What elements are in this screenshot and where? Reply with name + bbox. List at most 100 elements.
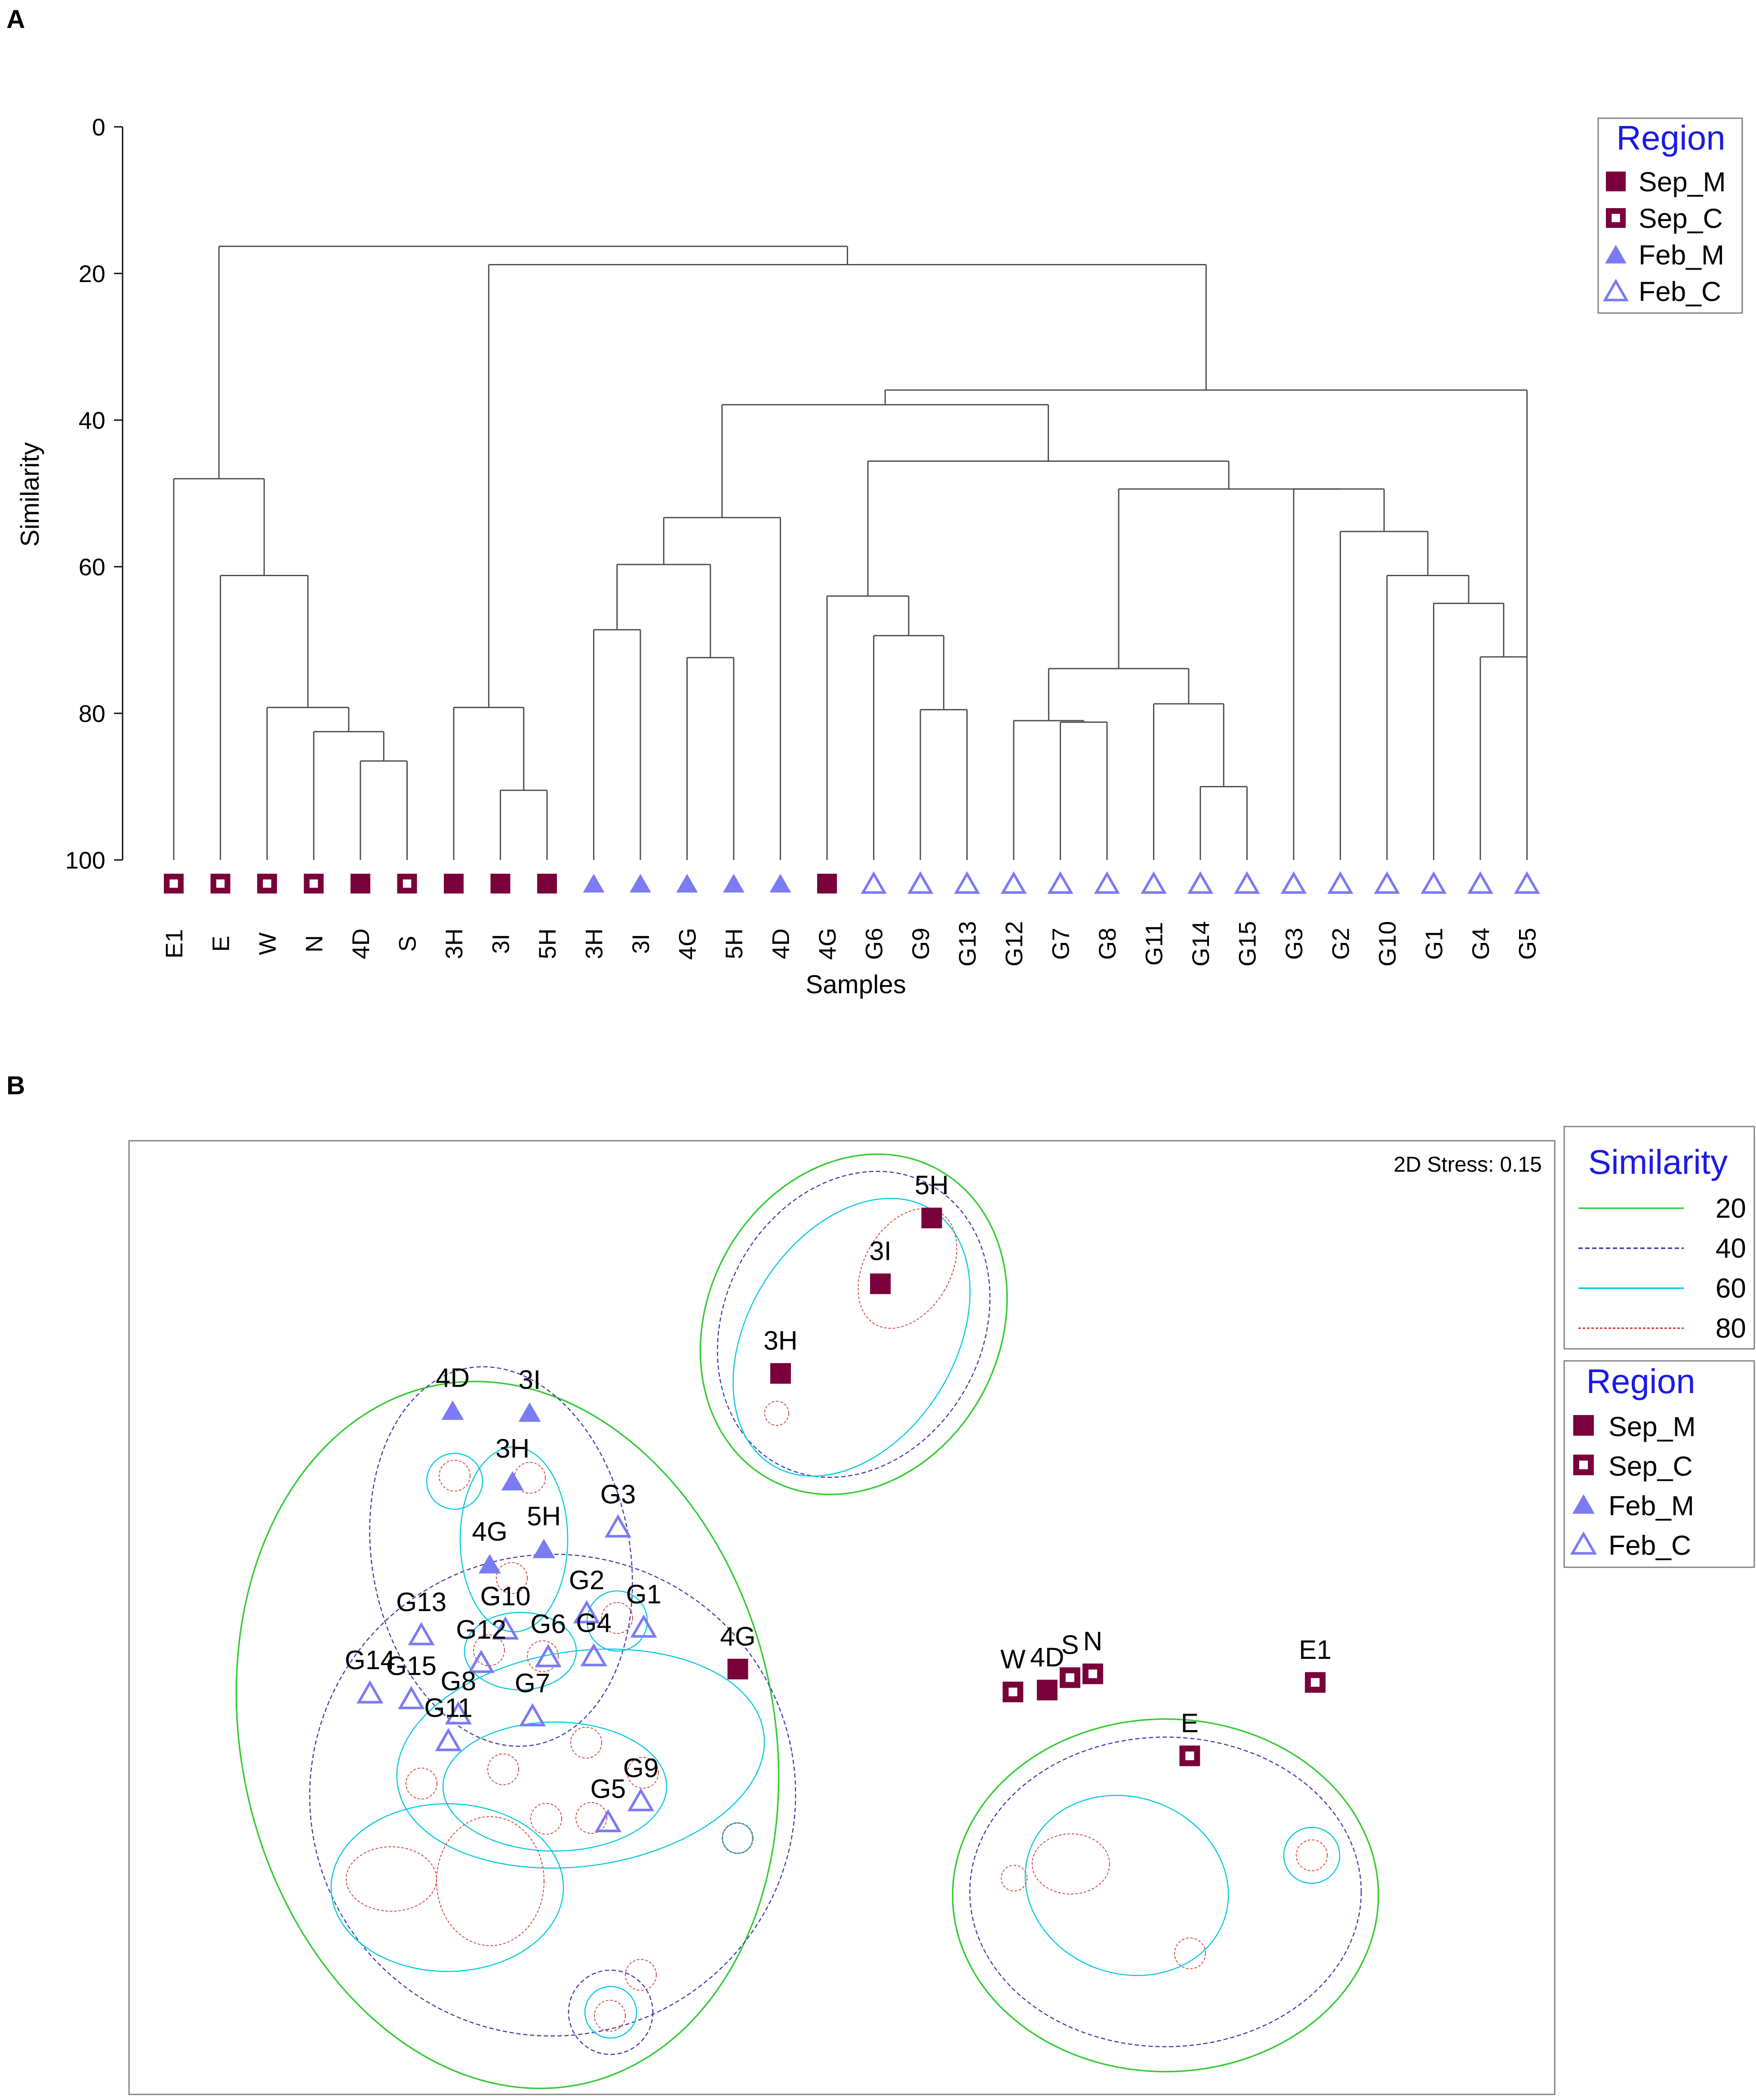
point-marker-sep-c — [1082, 1663, 1103, 1684]
point-label: G6 — [530, 1609, 566, 1639]
leaf-marker-feb-c — [1047, 871, 1073, 894]
leaf-marker-sep-c — [210, 874, 231, 893]
contour-80-w — [1001, 1865, 1027, 1891]
dendrogram-branch — [266, 706, 350, 860]
point-marker-sep-m — [770, 1363, 791, 1384]
point-marker-sep-c-inner — [1009, 1687, 1018, 1697]
point-marker-sep-c-inner — [1311, 1678, 1320, 1687]
sample-label: G9 — [907, 928, 934, 960]
contour-80-w4d-sn — [1032, 1833, 1110, 1894]
sample-label: G2 — [1327, 928, 1354, 960]
dendrogram-branch — [1386, 574, 1470, 860]
point-label: S — [1061, 1630, 1079, 1660]
sample-label: G10 — [1374, 921, 1401, 967]
point-label: G4 — [576, 1609, 612, 1638]
legend-marker-feb-c — [1570, 1531, 1597, 1555]
sample-label: 3I — [487, 934, 514, 954]
point-marker-sep-m — [727, 1658, 748, 1679]
sample-label: G4 — [1467, 928, 1494, 960]
point-label: G10 — [480, 1582, 531, 1612]
legend-similarity: Similarity 20 40 60 80 — [1563, 1126, 1755, 1350]
legend-marker-feb-m — [1605, 245, 1627, 264]
legend-marker-feb-c — [1602, 279, 1629, 301]
contour-80-4g-feb — [473, 1634, 505, 1666]
leaf-marker-sep-c — [397, 874, 417, 893]
leaf-marker-sep-m — [444, 874, 464, 893]
point-marker-feb-c — [408, 1622, 435, 1646]
sample-label: G12 — [1000, 921, 1027, 967]
point-label: G13 — [396, 1587, 446, 1617]
point-label: G12 — [456, 1615, 506, 1645]
leaf-marker-sep-c-inner — [309, 879, 318, 888]
leaf-marker-feb-c — [1467, 871, 1494, 894]
sample-label: G6 — [861, 928, 888, 960]
point-marker-sep-m — [1036, 1679, 1058, 1701]
contour-80-g9 — [625, 1959, 657, 1991]
sample-label: 4D — [767, 928, 794, 959]
point-marker-feb-c — [467, 1649, 495, 1673]
point-marker-sep-c-inner — [1088, 1669, 1098, 1678]
leaf-marker-feb-c — [1374, 871, 1400, 894]
dendrogram-branch — [488, 264, 1207, 708]
sample-label: G3 — [1280, 928, 1307, 960]
contour-60-g-sub — [442, 1721, 667, 1852]
legend-label: Feb_C — [1639, 276, 1721, 307]
panel-b-letter: B — [6, 1071, 25, 1100]
leaf-marker-sep-c-inner — [169, 879, 178, 888]
dendrogram-branch — [1013, 720, 1085, 860]
leaf-marker-sep-c — [164, 874, 184, 893]
point-label: G3 — [600, 1480, 636, 1509]
sample-label: G5 — [1514, 928, 1541, 960]
contour-80-g12-g7 — [436, 1816, 544, 1946]
sample-label: 5H — [720, 928, 747, 959]
panel-a-letter: A — [6, 5, 25, 34]
contour-60-4d — [426, 1452, 483, 1510]
legend-marker-sep-c — [1573, 1455, 1594, 1475]
y-axis-label: Similarity — [15, 442, 44, 546]
point-label: G5 — [590, 1775, 626, 1804]
contour-60-w-n — [1024, 1795, 1229, 1976]
y-tick-label: 40 — [79, 407, 105, 434]
contour-80-g5 — [594, 2000, 626, 2032]
leaf-marker-sep-m — [537, 874, 557, 893]
sample-label: 3H — [440, 928, 467, 959]
sample-label: G13 — [954, 921, 981, 967]
contour-80-g14-g15 — [346, 1846, 437, 1912]
point-label: G8 — [440, 1667, 476, 1696]
point-label: G1 — [626, 1580, 661, 1609]
legend-title: Similarity — [1588, 1143, 1728, 1181]
point-marker-feb-c — [604, 1514, 632, 1538]
point-marker-sep-c — [1059, 1667, 1080, 1688]
sample-label: 4G — [674, 928, 701, 960]
dendrogram-branch — [663, 517, 781, 860]
legend-region-b: Region Sep_M Sep_C Feb_M Feb_C — [1563, 1360, 1755, 1568]
sample-label: 3H — [581, 928, 608, 959]
y-tick-label: 20 — [79, 260, 105, 287]
dendrogram-branch — [686, 657, 735, 860]
dendrogram-branch — [1118, 488, 1339, 669]
legend-title: Region — [1616, 119, 1725, 157]
legend-title: Region — [1586, 1362, 1695, 1400]
contour-60-g5 — [584, 1986, 637, 2039]
contour-20 — [235, 1153, 1379, 2089]
point-marker-sep-m — [870, 1273, 891, 1294]
point-label: G7 — [515, 1668, 550, 1698]
legend-frame — [1563, 1360, 1755, 1568]
dendrogram-plot: Similarity Samples 0 20 40 60 80 100 E1 E W N 4D S… — [15, 114, 1541, 999]
point-marker-feb-c — [630, 1614, 657, 1638]
point-label: 3H — [495, 1434, 529, 1464]
point-label: 5H — [527, 1501, 561, 1531]
leaf-marker-feb-c — [1094, 871, 1120, 894]
point-label: 4G — [720, 1622, 756, 1652]
dendrogram-branch — [173, 478, 265, 860]
dendrogram-branch — [616, 564, 711, 658]
sample-label: E1 — [160, 929, 188, 959]
point-label: 5H — [915, 1171, 949, 1200]
legend-marker-feb-m — [1572, 1494, 1595, 1514]
dendrogram-branch — [1433, 602, 1504, 860]
contour-80-g6 — [530, 1803, 562, 1835]
point-label: 4G — [472, 1517, 507, 1547]
point-label: 4D — [1030, 1643, 1064, 1673]
point-marker-sep-m — [921, 1207, 942, 1228]
contour-60-g-cluster — [396, 1649, 765, 1869]
